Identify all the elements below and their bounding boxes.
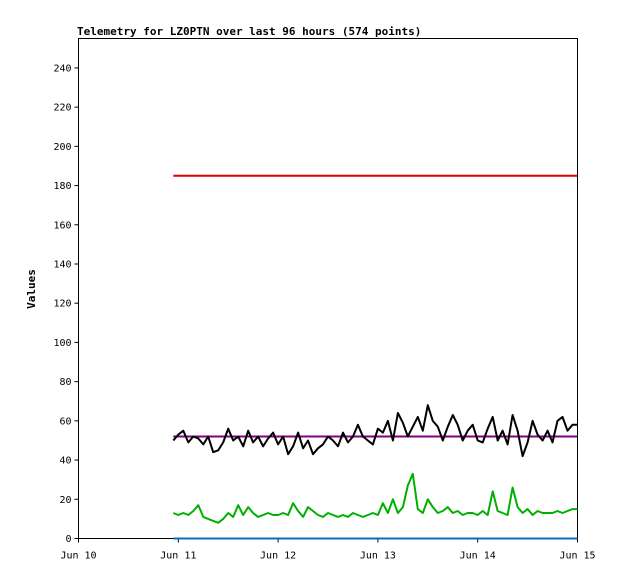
y-axis-label: Values bbox=[25, 269, 38, 309]
plot-frame bbox=[78, 38, 578, 539]
y-tick-label: 180 bbox=[53, 181, 71, 192]
y-tick-label: 140 bbox=[53, 259, 71, 270]
series-line-5 bbox=[172, 472, 578, 524]
y-tick-label: 240 bbox=[53, 63, 71, 74]
x-tick-label: Jun 10 bbox=[60, 551, 96, 562]
y-tick-label: 60 bbox=[59, 416, 71, 427]
series-lines bbox=[172, 174, 578, 540]
series-line-4 bbox=[172, 404, 578, 458]
y-tick-label: 100 bbox=[53, 338, 71, 349]
y-tick-label: 80 bbox=[59, 377, 71, 388]
x-tick-label: Jun 13 bbox=[360, 551, 396, 562]
y-tick-label: 160 bbox=[53, 220, 71, 231]
x-tick-label: Jun 11 bbox=[160, 551, 196, 562]
x-tick-label: Jun 12 bbox=[260, 551, 296, 562]
x-tick-label: Jun 15 bbox=[559, 551, 595, 562]
chart-title: Telemetry for LZ0PTN over last 96 hours … bbox=[77, 25, 421, 38]
y-tick-label: 220 bbox=[53, 103, 71, 114]
x-axis: Jun 10 Jun 11 Jun 12 Jun 13 Jun 14 Jun 15 bbox=[60, 538, 596, 562]
y-axis: 0 20 40 60 80 100 120 140 160 180 200 220 240 bbox=[53, 63, 79, 545]
y-tick-label: 200 bbox=[53, 142, 71, 153]
x-tick-label: Jun 14 bbox=[460, 551, 496, 562]
y-tick-label: 0 bbox=[65, 534, 71, 545]
y-tick-label: 40 bbox=[59, 456, 71, 467]
y-tick-label: 120 bbox=[53, 299, 71, 310]
y-tick-label: 20 bbox=[59, 495, 71, 506]
